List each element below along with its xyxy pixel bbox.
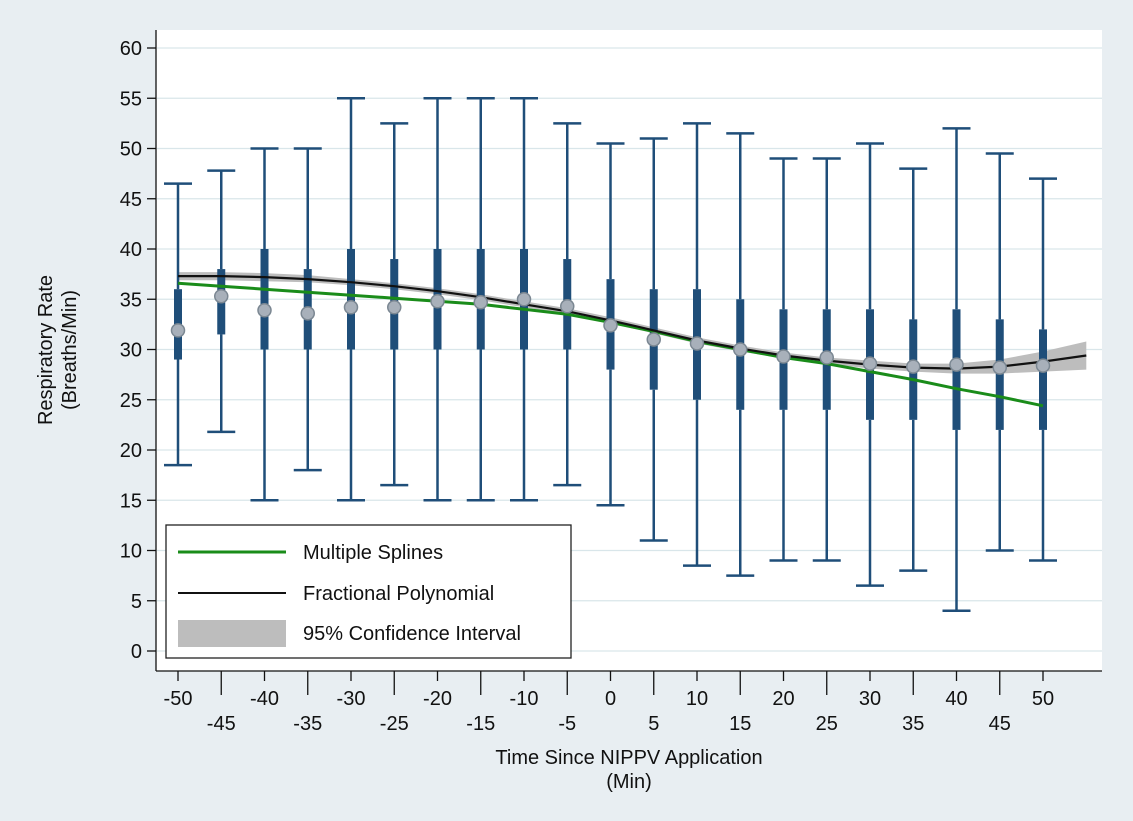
x-tick-label: 30 <box>859 688 881 710</box>
box-plot <box>1029 177 1057 562</box>
legend-swatch-ci <box>178 620 286 647</box>
y-tick-label: 25 <box>120 390 142 412</box>
x-tick-label: -40 <box>250 688 279 710</box>
confidence-band <box>178 272 1087 374</box>
series-line-polynomial <box>178 275 1087 370</box>
mean-marker <box>733 342 748 357</box>
x-tick-label: 45 <box>989 713 1011 735</box>
mean-marker <box>430 294 445 309</box>
mean-marker <box>1035 358 1051 373</box>
box-iqr <box>1039 329 1047 430</box>
x-axis-title: Time Since NIPPV Application <box>495 747 762 769</box>
y-tick-label: 40 <box>120 239 142 261</box>
legend-label-splines: Multiple Splines <box>303 542 443 564</box>
x-tick-label: -20 <box>423 688 452 710</box>
mean-marker <box>776 349 791 364</box>
y-axis-unit: (Breaths/Min) <box>59 290 81 410</box>
mean-marker <box>819 350 834 365</box>
y-tick-label: 45 <box>120 189 142 211</box>
x-tick-label: 35 <box>902 713 924 735</box>
y-tick-label: 60 <box>120 38 142 60</box>
mean-marker <box>387 300 402 315</box>
y-axis-title: Respiratory Rate <box>35 275 57 425</box>
mean-marker <box>646 332 661 347</box>
legend: Multiple Splines Fractional Polynomial 9… <box>165 524 572 659</box>
y-tick-label: 10 <box>120 541 142 563</box>
mean-marker <box>906 359 921 374</box>
mean-marker <box>300 306 315 321</box>
mean-marker <box>214 288 229 304</box>
x-tick-label: -25 <box>380 713 409 735</box>
y-tick-label: 5 <box>131 591 142 613</box>
y-tick-label: 15 <box>120 490 142 512</box>
y-tick-label: 55 <box>120 88 142 110</box>
x-tick-label: -5 <box>558 713 576 735</box>
x-tick-label: 15 <box>729 713 751 735</box>
legend-label-ci: 95% Confidence Interval <box>303 623 521 645</box>
mean-marker <box>992 360 1007 375</box>
mean-marker <box>170 323 186 338</box>
legend-label-polynomial: Fractional Polynomial <box>303 583 494 605</box>
box-plot <box>250 147 279 502</box>
marker-layer <box>170 288 1051 375</box>
mean-marker <box>689 336 705 351</box>
x-tick-label: 0 <box>605 688 616 710</box>
x-tick-label: 5 <box>648 713 659 735</box>
box-iqr <box>347 249 355 350</box>
y-tick-label: 35 <box>120 289 142 311</box>
x-tick-label: -50 <box>164 688 193 710</box>
box-iqr <box>260 249 269 350</box>
x-tick-label: -35 <box>293 713 322 735</box>
mean-marker <box>257 303 272 318</box>
mean-marker <box>473 295 488 310</box>
y-tick-label: 20 <box>120 440 142 462</box>
mean-marker <box>516 292 532 307</box>
x-tick-label: -15 <box>466 713 495 735</box>
x-tick-label: 40 <box>945 688 967 710</box>
y-tick-label: 30 <box>120 340 142 362</box>
ci-layer <box>178 272 1087 374</box>
x-tick-label: 50 <box>1032 688 1054 710</box>
x-tick-label: 10 <box>686 688 708 710</box>
x-tick-label: 25 <box>816 713 838 735</box>
x-tick-label: 20 <box>772 688 794 710</box>
mean-marker <box>949 357 964 372</box>
y-tick-label: 0 <box>131 641 142 663</box>
grid-layer <box>157 47 1102 652</box>
x-tick-label: -10 <box>510 688 539 710</box>
mean-marker <box>343 300 359 315</box>
mean-marker <box>603 318 618 333</box>
x-axis-unit: (Min) <box>606 771 652 793</box>
mean-marker <box>862 356 878 371</box>
y-tick-label: 50 <box>120 139 142 161</box>
box-plot <box>337 97 365 502</box>
mean-marker <box>560 299 575 314</box>
x-tick-label: -45 <box>207 713 236 735</box>
axis-layer: 051015202530354045505560-50-45-40-35-30-… <box>120 30 1102 735</box>
x-tick-label: -30 <box>337 688 366 710</box>
